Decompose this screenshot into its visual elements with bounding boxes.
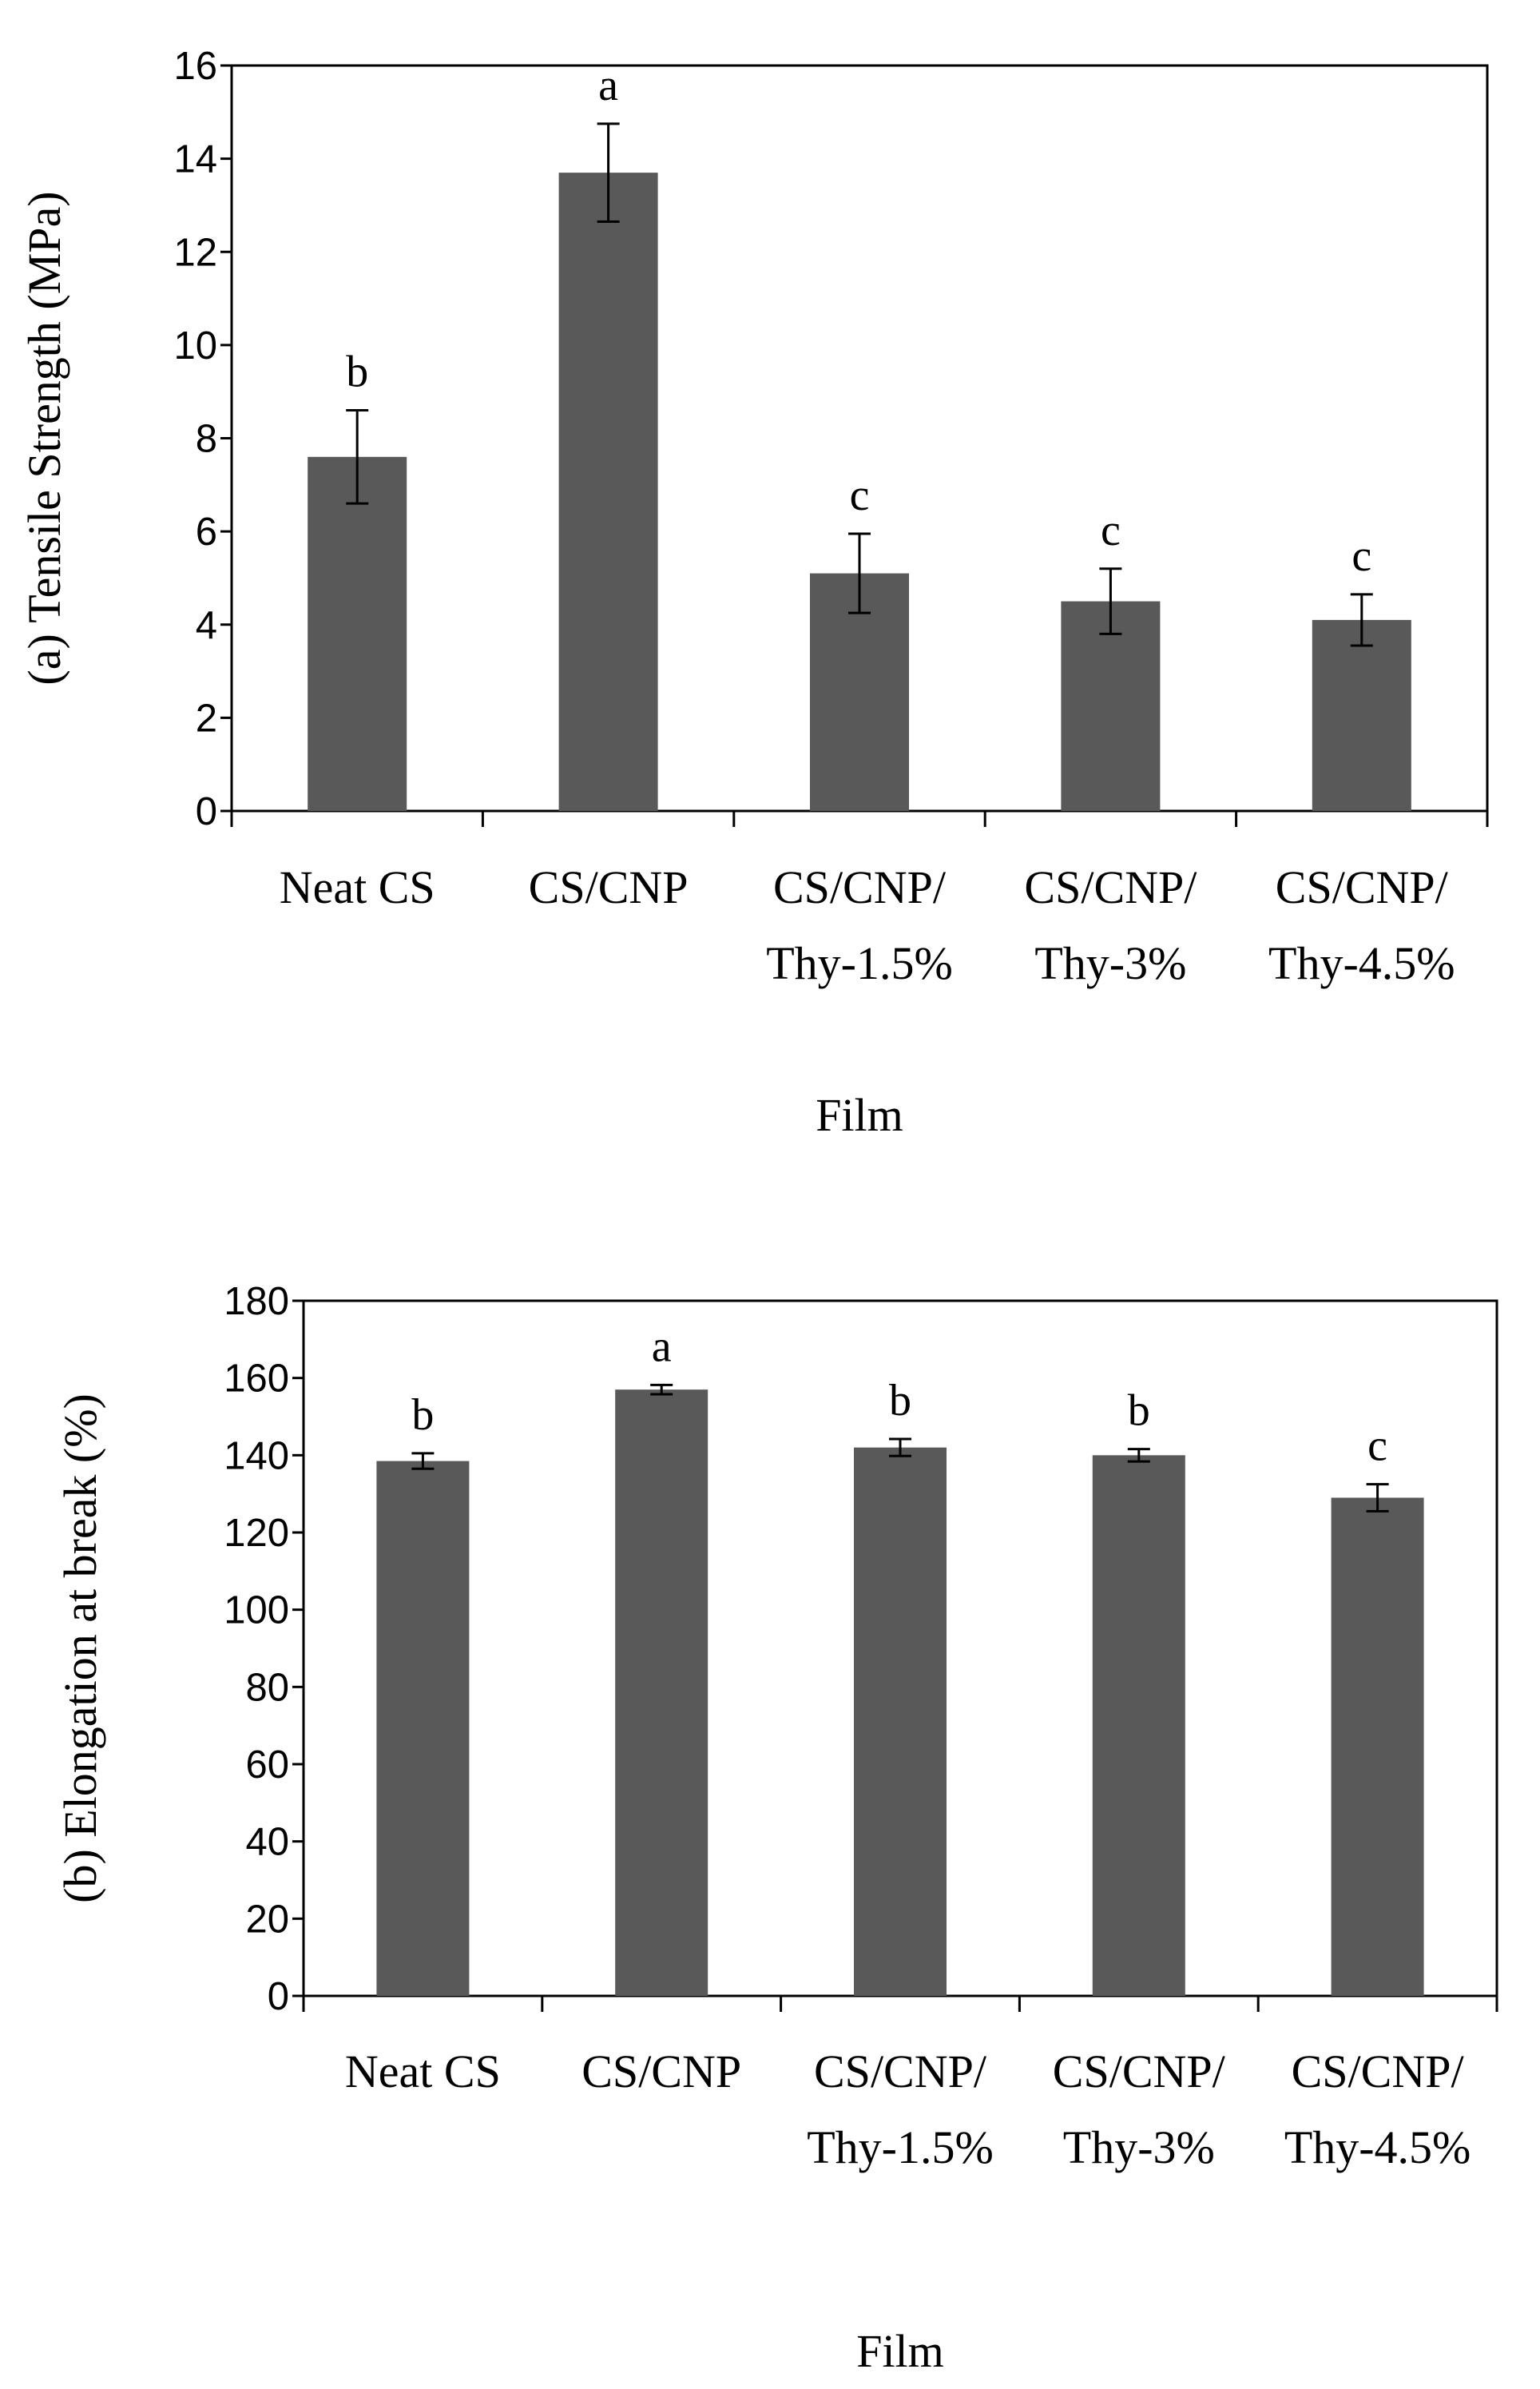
category-label: CS/CNP/ bbox=[773, 861, 947, 913]
category-label: Thy-3% bbox=[1034, 937, 1186, 989]
significance-label: a bbox=[598, 61, 618, 110]
significance-label: b bbox=[346, 348, 368, 397]
bar bbox=[308, 456, 407, 811]
category-label: Thy-1.5% bbox=[766, 937, 953, 989]
category-label: Thy-4.5% bbox=[1268, 937, 1455, 989]
bar bbox=[558, 173, 658, 811]
y-tick-label: 12 bbox=[173, 231, 217, 274]
bar bbox=[1331, 1497, 1424, 1996]
category-label: Neat CS bbox=[345, 2045, 501, 2097]
category-label: CS/CNP bbox=[581, 2045, 741, 2097]
significance-label: c bbox=[1367, 1421, 1387, 1471]
y-tick-label: 40 bbox=[245, 1821, 289, 1864]
y-tick-label: 0 bbox=[268, 1975, 289, 2018]
category-label: CS/CNP/ bbox=[1053, 2045, 1226, 2097]
category-label: CS/CNP/ bbox=[814, 2045, 987, 2097]
bar bbox=[615, 1389, 708, 1996]
bar bbox=[1312, 619, 1411, 811]
category-label: Thy-3% bbox=[1063, 2121, 1215, 2173]
significance-label: c bbox=[1101, 506, 1121, 555]
y-tick-label: 100 bbox=[224, 1589, 289, 1632]
y-tick-label: 10 bbox=[173, 324, 217, 368]
category-label: CS/CNP/ bbox=[1292, 2045, 1465, 2097]
bar bbox=[376, 1461, 470, 1996]
chart-elongation-at-break: 0 20 40 60 80 100 120 140 160 180 b Neat CS a CS/CNP b… bbox=[54, 1280, 1498, 2377]
significance-label: a bbox=[652, 1322, 672, 1371]
bar bbox=[854, 1447, 947, 1996]
significance-label: b bbox=[411, 1390, 434, 1440]
y-tick-label: 6 bbox=[196, 511, 217, 554]
y-tick-label: 14 bbox=[173, 138, 217, 181]
bar bbox=[1061, 601, 1161, 811]
y-tick-label: 20 bbox=[245, 1898, 289, 1941]
y-tick-label: 8 bbox=[196, 418, 217, 461]
y-axis-title: (a) Tensile Strength (MPa) bbox=[18, 191, 70, 685]
y-tick-label: 80 bbox=[245, 1666, 289, 1709]
y-tick-label: 180 bbox=[224, 1280, 289, 1323]
y-tick-label: 60 bbox=[245, 1743, 289, 1787]
y-tick-label: 140 bbox=[224, 1434, 289, 1477]
category-label: Neat CS bbox=[280, 861, 435, 913]
bar bbox=[1092, 1455, 1185, 1996]
category-label: CS/CNP bbox=[529, 861, 689, 913]
category-label: Thy-1.5% bbox=[807, 2121, 994, 2173]
category-label: CS/CNP/ bbox=[1024, 861, 1197, 913]
significance-label: b bbox=[1128, 1386, 1150, 1436]
y-axis-title: (b) Elongation at break (%) bbox=[54, 1393, 106, 1903]
y-tick-label: 160 bbox=[224, 1357, 289, 1401]
y-tick-label: 2 bbox=[196, 697, 217, 740]
chart-tensile-strength: 0 2 4 6 8 10 12 14 16 b Neat CS a CS/CNP c CS/CNP/Thy-… bbox=[18, 45, 1489, 1141]
y-tick-label: 120 bbox=[224, 1512, 289, 1555]
y-tick-label: 4 bbox=[196, 604, 217, 647]
significance-label: c bbox=[1351, 531, 1371, 581]
x-axis-title: Film bbox=[856, 2325, 944, 2377]
category-label: Thy-4.5% bbox=[1284, 2121, 1471, 2173]
y-tick-label: 16 bbox=[173, 45, 217, 88]
significance-label: c bbox=[850, 471, 870, 520]
significance-label: b bbox=[889, 1376, 911, 1425]
category-label: CS/CNP/ bbox=[1276, 861, 1449, 913]
x-axis-title: Film bbox=[816, 1089, 903, 1141]
y-tick-label: 0 bbox=[196, 790, 217, 833]
